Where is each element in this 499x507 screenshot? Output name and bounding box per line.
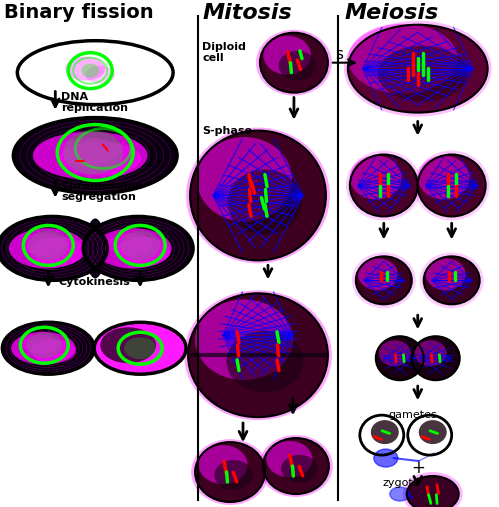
Ellipse shape [281,455,317,483]
Text: Cytokinesis: Cytokinesis [58,277,130,287]
Text: gametes: gametes [388,410,437,420]
Ellipse shape [65,57,105,81]
Ellipse shape [191,439,269,505]
Ellipse shape [188,294,328,417]
Ellipse shape [214,460,253,490]
Ellipse shape [227,331,303,392]
Text: DNA
replication: DNA replication [61,92,128,114]
Ellipse shape [54,138,120,165]
Ellipse shape [348,25,488,113]
Ellipse shape [390,487,410,501]
Ellipse shape [263,35,311,75]
Ellipse shape [418,155,486,216]
Ellipse shape [30,340,76,363]
Ellipse shape [412,336,460,380]
Ellipse shape [426,259,466,291]
Ellipse shape [30,237,85,266]
Ellipse shape [195,442,265,502]
Ellipse shape [116,237,171,266]
Ellipse shape [379,340,411,366]
Ellipse shape [28,230,68,261]
Ellipse shape [424,257,480,304]
Ellipse shape [108,233,152,256]
Ellipse shape [9,228,86,269]
Ellipse shape [197,137,292,222]
Ellipse shape [186,128,330,263]
Ellipse shape [259,435,333,497]
Ellipse shape [356,257,412,304]
Ellipse shape [371,420,399,444]
Ellipse shape [358,259,398,291]
Text: s: s [335,47,343,62]
Ellipse shape [59,141,141,175]
Ellipse shape [85,219,105,278]
Text: Diploid
cell: Diploid cell [202,42,246,63]
Ellipse shape [0,216,107,280]
Ellipse shape [256,30,332,96]
Ellipse shape [266,441,312,477]
Ellipse shape [100,328,156,363]
Ellipse shape [346,151,422,221]
Ellipse shape [63,131,123,174]
Ellipse shape [419,420,447,444]
Ellipse shape [120,230,160,261]
Ellipse shape [95,228,172,269]
Ellipse shape [22,233,66,256]
Text: S-phase: S-phase [202,126,252,135]
Ellipse shape [350,155,418,216]
Ellipse shape [350,156,402,199]
Text: Chromosome
segregation: Chromosome segregation [61,180,143,202]
Ellipse shape [94,322,186,374]
Ellipse shape [13,118,177,194]
Ellipse shape [199,445,248,484]
Ellipse shape [403,472,463,507]
Ellipse shape [26,332,62,358]
Ellipse shape [418,156,470,199]
Ellipse shape [85,66,115,84]
Ellipse shape [407,476,459,507]
Ellipse shape [195,300,293,380]
Ellipse shape [352,252,416,308]
Ellipse shape [81,64,99,78]
Ellipse shape [260,33,328,93]
Ellipse shape [278,51,316,81]
Ellipse shape [190,131,326,261]
Ellipse shape [414,151,490,221]
Text: zygote: zygote [383,478,421,488]
Ellipse shape [378,46,468,101]
Ellipse shape [124,337,156,359]
Ellipse shape [415,340,447,366]
Ellipse shape [11,332,75,365]
Ellipse shape [22,335,59,353]
Ellipse shape [33,132,148,179]
Ellipse shape [263,438,329,494]
Ellipse shape [420,252,484,308]
Ellipse shape [344,21,492,117]
Text: Mitosis: Mitosis [202,3,292,23]
Ellipse shape [348,24,458,94]
Ellipse shape [374,449,398,467]
Ellipse shape [83,216,193,280]
Text: Binary fission: Binary fission [4,3,154,22]
Text: +: + [411,459,425,477]
Ellipse shape [228,169,302,234]
Text: Meiosis: Meiosis [345,3,439,23]
Ellipse shape [376,336,424,380]
Ellipse shape [184,291,332,420]
Ellipse shape [2,322,94,374]
